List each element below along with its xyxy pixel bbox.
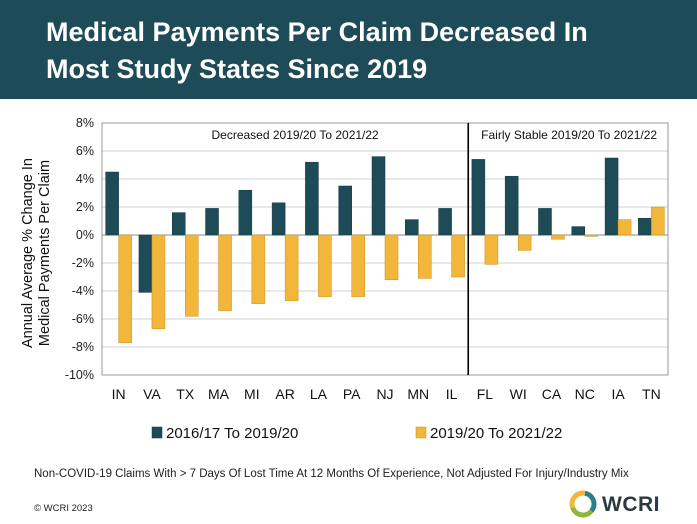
- y-tick-label: -8%: [72, 340, 94, 354]
- title-banner: [0, 0, 697, 99]
- x-tick-label: MN: [407, 386, 429, 402]
- bar: [318, 234, 332, 297]
- bar: [151, 234, 166, 330]
- bar: [171, 212, 186, 236]
- bar: [371, 156, 386, 236]
- bar: [338, 185, 352, 236]
- bar: [438, 208, 452, 236]
- x-tick-label: VA: [143, 386, 161, 402]
- bar: [651, 206, 665, 236]
- x-tick-label: NC: [575, 386, 595, 402]
- bar: [218, 234, 232, 311]
- x-tick-label: FL: [477, 386, 494, 402]
- bar: [638, 217, 652, 236]
- x-tick-label: CA: [542, 386, 562, 402]
- x-tick-label: IL: [446, 386, 458, 402]
- bar: [105, 171, 119, 236]
- x-tick-label: NJ: [376, 386, 393, 402]
- y-tick-label: 6%: [76, 144, 94, 158]
- bar: [405, 219, 419, 236]
- legend-label: 2016/17 To 2019/20: [166, 425, 298, 442]
- x-tick-label: MA: [208, 386, 230, 402]
- y-tick-label: -4%: [72, 284, 94, 298]
- bar: [571, 226, 586, 236]
- y-tick-label: -6%: [72, 312, 94, 326]
- bar: [118, 234, 132, 344]
- chart-title-line2: Most Study States Since 2019: [46, 54, 428, 84]
- bar: [584, 234, 599, 237]
- logo-ring-segment: [570, 506, 594, 518]
- logo-text: WCRI: [602, 493, 660, 516]
- legend-label: 2019/20 To 2021/22: [430, 425, 562, 442]
- chart-title-line1: Medical Payments Per Claim Decreased In: [46, 17, 588, 47]
- bar: [184, 234, 199, 317]
- copyright: © WCRI 2023: [34, 503, 93, 514]
- bar: [617, 219, 632, 236]
- legend-swatch: [151, 426, 163, 439]
- logo-ring-segment: [569, 490, 586, 509]
- bar: [138, 234, 153, 293]
- annotation-decreased: Decreased 2019/20 To 2021/22: [211, 128, 379, 142]
- bar: [305, 161, 319, 236]
- x-tick-label: IN: [112, 386, 126, 402]
- x-tick-label: MI: [244, 386, 260, 402]
- chart-title: Medical Payments Per Claim Decreased In …: [46, 14, 666, 88]
- bar: [418, 234, 432, 279]
- bar: [551, 234, 565, 240]
- bar: [604, 157, 619, 236]
- bar: [451, 234, 465, 278]
- y-tick-label: -10%: [65, 368, 94, 382]
- footnote: Non-COVID-19 Claims With > 7 Days Of Los…: [34, 468, 629, 480]
- annotation-fairly-stable: Fairly Stable 2019/20 To 2021/22: [481, 128, 657, 142]
- x-tick-label: TX: [176, 386, 195, 402]
- x-tick-label: PA: [343, 386, 361, 402]
- bar: [251, 234, 266, 304]
- y-tick-label: 8%: [76, 116, 94, 130]
- bar: [271, 202, 286, 236]
- plot-frame: [101, 122, 669, 376]
- y-axis-label-line1: Annual Average % Change In: [20, 158, 36, 348]
- y-tick-label: 0%: [76, 228, 94, 242]
- x-tick-label: IA: [611, 386, 625, 402]
- x-tick-label: LA: [310, 386, 328, 402]
- x-tick-label: AR: [275, 386, 294, 402]
- bar: [538, 208, 552, 236]
- bar: [517, 234, 532, 251]
- bar: [384, 234, 399, 281]
- bar: [205, 208, 219, 236]
- y-tick-label: -2%: [72, 256, 94, 270]
- x-tick-label: WI: [510, 386, 527, 402]
- bar: [238, 189, 253, 236]
- bar: [351, 234, 365, 297]
- y-tick-label: 2%: [76, 200, 94, 214]
- bar: [484, 234, 499, 265]
- bar: [504, 175, 519, 236]
- legend-swatch: [415, 426, 427, 439]
- bar: [284, 234, 299, 302]
- wcri-logo-icon: [569, 490, 597, 518]
- bar-chart: -10% -8% -6% -4% -2% 0% 2% 4% 6% 8% Annual Average…: [20, 116, 669, 442]
- bar: [471, 159, 486, 236]
- y-axis-label-line2: Medical Payments Per Claim: [37, 160, 53, 346]
- x-tick-label: TN: [642, 386, 661, 402]
- wcri-logo: WCRI: [568, 489, 688, 519]
- logo-ring-segment: [584, 490, 597, 513]
- y-tick-label: 4%: [76, 172, 94, 186]
